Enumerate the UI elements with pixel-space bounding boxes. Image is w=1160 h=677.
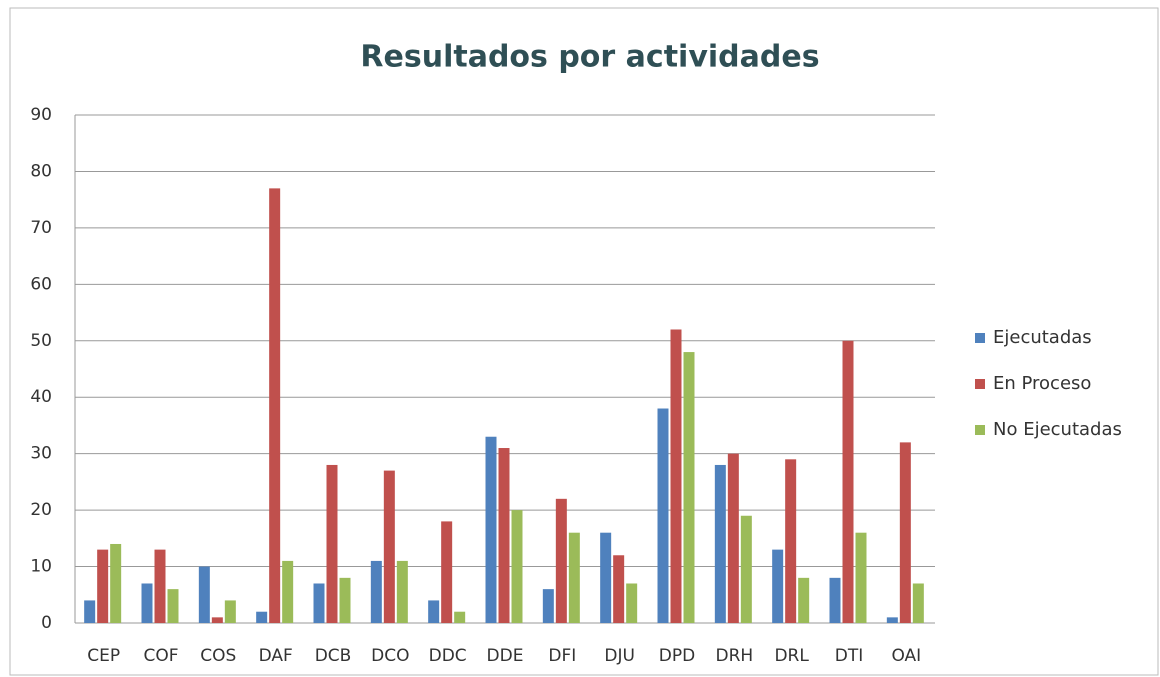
bar bbox=[740, 515, 752, 623]
bar bbox=[842, 340, 854, 623]
bar bbox=[256, 611, 268, 623]
bar bbox=[454, 611, 466, 623]
bar bbox=[441, 521, 453, 623]
bar bbox=[154, 549, 166, 623]
bar bbox=[555, 498, 567, 623]
bar bbox=[727, 453, 739, 623]
x-tick-label: DPD bbox=[659, 646, 695, 666]
x-tick-label: DRL bbox=[774, 646, 809, 666]
bar bbox=[568, 532, 580, 623]
x-tick-label: DFI bbox=[548, 646, 576, 666]
bar bbox=[714, 464, 726, 623]
bar bbox=[855, 532, 867, 623]
x-tick-label: DCO bbox=[371, 646, 409, 666]
bar bbox=[84, 600, 96, 623]
x-tick-label: DJU bbox=[604, 646, 635, 666]
y-tick-label: 0 bbox=[41, 613, 52, 633]
bar bbox=[370, 560, 382, 623]
legend-swatch bbox=[975, 425, 985, 435]
bar bbox=[326, 464, 338, 623]
bar bbox=[600, 532, 612, 623]
x-tick-label: CEP bbox=[87, 646, 120, 666]
bar bbox=[141, 583, 153, 623]
bar bbox=[110, 543, 122, 623]
y-tick-label: 60 bbox=[30, 274, 52, 294]
x-tick-label: DRH bbox=[715, 646, 753, 666]
y-tick-label: 70 bbox=[30, 218, 52, 238]
legend-label: No Ejecutadas bbox=[993, 419, 1122, 440]
legend-label: Ejecutadas bbox=[993, 327, 1092, 348]
bar bbox=[211, 617, 223, 623]
bar bbox=[670, 329, 682, 623]
y-tick-label: 50 bbox=[30, 331, 52, 351]
x-tick-label: COS bbox=[200, 646, 236, 666]
chart-title: Resultados por actividades bbox=[360, 40, 819, 75]
bar bbox=[428, 600, 440, 623]
bar bbox=[899, 442, 911, 623]
legend-swatch bbox=[975, 379, 985, 389]
bar bbox=[97, 549, 109, 623]
y-tick-label: 40 bbox=[30, 387, 52, 407]
bar bbox=[282, 560, 294, 623]
bar bbox=[626, 583, 638, 623]
bar bbox=[498, 448, 510, 623]
bar bbox=[886, 617, 898, 623]
x-tick-label: DDC bbox=[429, 646, 467, 666]
bar bbox=[339, 577, 351, 623]
bar bbox=[683, 352, 695, 623]
y-tick-label: 30 bbox=[30, 444, 52, 464]
bar bbox=[198, 566, 210, 623]
bar bbox=[224, 600, 236, 623]
legend-swatch bbox=[975, 333, 985, 343]
bar bbox=[912, 583, 924, 623]
y-tick-label: 10 bbox=[30, 557, 52, 577]
bar bbox=[829, 577, 841, 623]
y-tick-label: 80 bbox=[30, 161, 52, 181]
bar bbox=[313, 583, 325, 623]
x-tick-label: DAF bbox=[259, 646, 293, 666]
bar bbox=[511, 510, 523, 623]
legend-label: En Proceso bbox=[993, 373, 1091, 394]
x-tick-label: DDE bbox=[487, 646, 524, 666]
bar bbox=[785, 459, 797, 623]
y-tick-label: 20 bbox=[30, 500, 52, 520]
bar bbox=[167, 589, 179, 623]
bar bbox=[613, 555, 625, 623]
y-tick-label: 90 bbox=[30, 105, 52, 125]
bar bbox=[542, 589, 554, 623]
x-tick-label: DCB bbox=[315, 646, 352, 666]
x-tick-label: COF bbox=[143, 646, 178, 666]
bar bbox=[772, 549, 784, 623]
bar bbox=[485, 436, 497, 623]
bar bbox=[798, 577, 810, 623]
bar bbox=[269, 188, 281, 623]
bar bbox=[383, 470, 395, 623]
x-tick-label: OAI bbox=[891, 646, 921, 666]
x-tick-label: DTI bbox=[835, 646, 864, 666]
bar bbox=[657, 408, 669, 623]
chart-frame bbox=[9, 7, 1159, 676]
bar bbox=[396, 560, 408, 623]
